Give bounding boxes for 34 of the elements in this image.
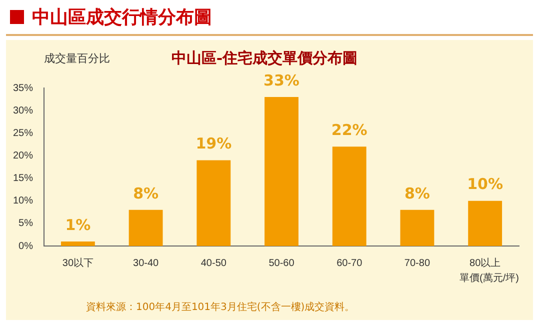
data-label: 8% <box>133 184 159 202</box>
x-tick-label: 30以下 <box>62 256 94 269</box>
x-axis-title: 單價(萬元/坪) <box>460 272 519 284</box>
x-tick-label: 80以上 <box>470 256 501 269</box>
data-label: 8% <box>404 184 430 202</box>
x-tick-label: 40-50 <box>200 258 227 269</box>
y-tick-label: 10% <box>13 196 34 207</box>
y-tick-label: 30% <box>13 105 34 116</box>
bar <box>332 146 366 246</box>
chart-subtitle: 中山區-住宅成交單價分布圖 <box>171 48 358 67</box>
data-label: 22% <box>331 121 368 140</box>
bar <box>468 200 502 246</box>
y-tick-label: 35% <box>13 82 34 94</box>
x-tick-label: 30-40 <box>133 258 160 269</box>
bar <box>60 241 95 246</box>
y-axis-title: 成交量百分比 <box>44 52 110 65</box>
bar <box>264 97 298 246</box>
x-tick-label: 50-60 <box>268 258 295 269</box>
source-note: 資料來源：100年4月至101年3月住宅(不含一樓)成交資料。 <box>86 300 355 314</box>
y-tick-label: 0% <box>18 240 34 252</box>
bar <box>128 210 163 246</box>
bar <box>196 160 231 246</box>
y-tick-label: 25% <box>13 128 34 139</box>
y-tick-label: 20% <box>13 150 34 162</box>
data-label: 10% <box>467 175 504 194</box>
data-label: 33% <box>264 71 300 90</box>
x-tick-label: 60-70 <box>336 258 363 269</box>
chart-title: 中山區成交行情分布圖 <box>32 6 212 29</box>
y-tick-label: 15% <box>13 173 34 184</box>
y-tick-label: 5% <box>18 218 34 230</box>
data-label: 19% <box>196 134 232 153</box>
bar <box>400 210 434 246</box>
x-tick-label: 70-80 <box>404 258 430 269</box>
data-label: 1% <box>65 216 91 234</box>
